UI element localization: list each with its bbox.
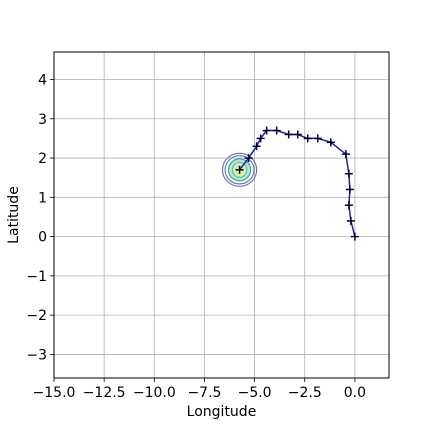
x-tick-label: 0.0	[344, 385, 366, 401]
plot-frame	[53, 51, 390, 379]
x-tick-label: −12.5	[83, 385, 126, 401]
trajectory-point	[350, 232, 359, 241]
trajectory-point	[326, 138, 335, 147]
x-axis-ticks: −15.0 −12.5 −10.0 −7.5 −5.0 −2.5 0.0	[33, 378, 366, 401]
x-axis-label: Longitude	[187, 404, 257, 420]
trajectory-point	[313, 134, 322, 143]
y-tick-label: 1	[38, 190, 47, 206]
y-axis-label: Latitude	[6, 186, 22, 244]
series-layer	[235, 126, 359, 241]
trajectory-point	[303, 134, 312, 143]
trajectory-point	[256, 134, 265, 143]
x-tick-label: −15.0	[33, 385, 76, 401]
trajectory-point	[284, 130, 293, 139]
trajectory-point	[235, 165, 244, 174]
y-axis-ticks: −3 −2 −1 0 1 2 3 4	[26, 72, 54, 363]
trajectory-point	[344, 169, 353, 178]
y-tick-label: 0	[38, 230, 47, 246]
trajectory-point	[344, 201, 353, 210]
trajectory-point	[244, 154, 253, 163]
x-tick-label: −10.0	[133, 385, 176, 401]
trajectory-point	[341, 150, 350, 159]
y-tick-label: 3	[38, 112, 47, 128]
y-tick-label: −1	[26, 269, 47, 285]
density-contour-level	[224, 155, 255, 185]
y-tick-label: 4	[38, 72, 47, 88]
trajectory-point	[252, 142, 261, 151]
trajectory-point	[346, 216, 355, 225]
trajectory-point	[272, 126, 281, 135]
grid	[53, 52, 389, 378]
y-tick-label: 2	[38, 151, 47, 167]
trajectory-point	[262, 126, 271, 135]
y-tick-label: −3	[26, 347, 47, 363]
trajectory-point	[345, 185, 354, 194]
x-tick-label: −5.0	[238, 385, 272, 401]
x-tick-label: −7.5	[187, 385, 221, 401]
trajectory-point	[293, 130, 302, 139]
density-contour-level	[221, 152, 258, 187]
x-tick-label: −2.5	[288, 385, 322, 401]
y-tick-label: −2	[26, 308, 47, 324]
